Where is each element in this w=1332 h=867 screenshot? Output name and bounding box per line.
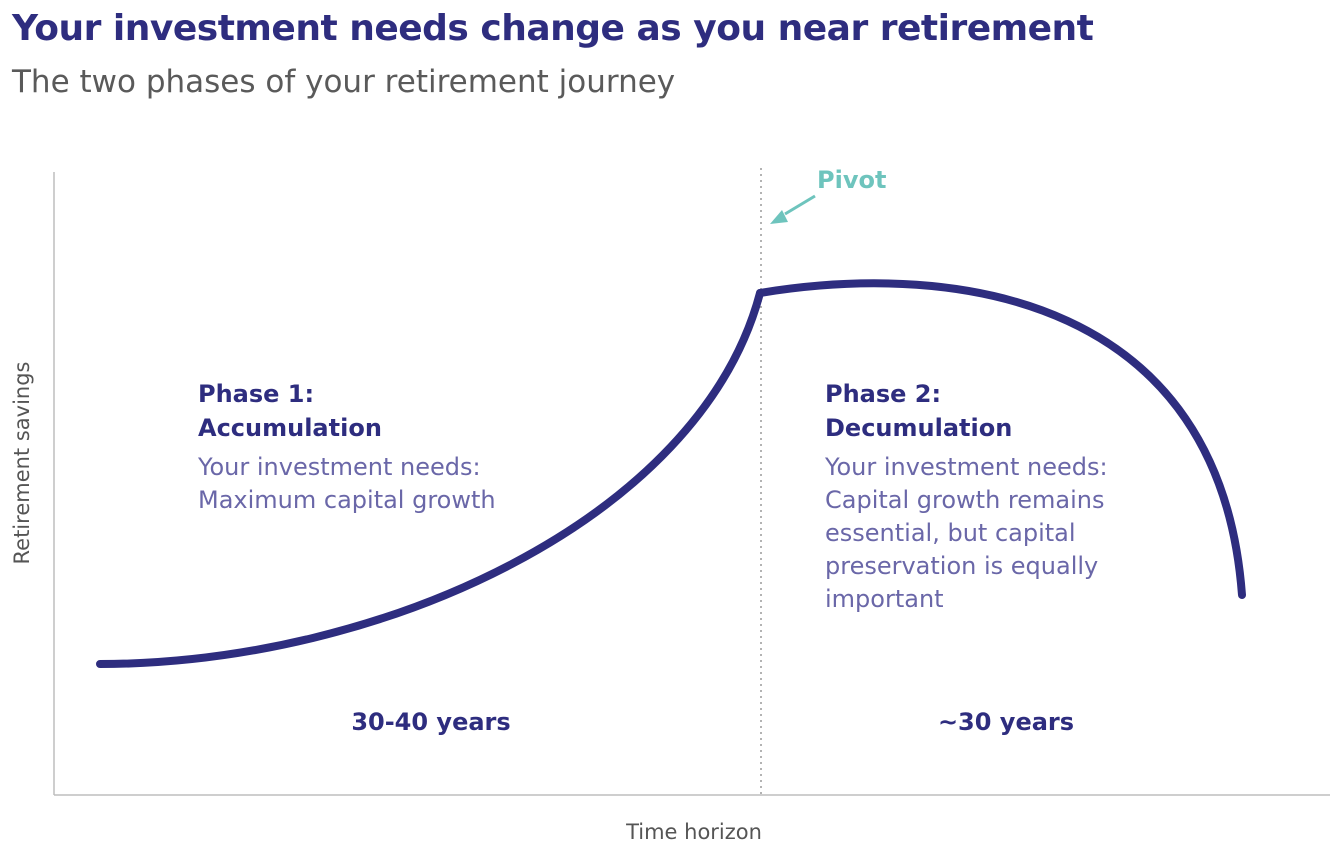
diagram-title: Your investment needs change as you near… <box>12 8 1094 49</box>
accumulation-curve <box>96 289 764 668</box>
phase-2-title-line2: Decumulation <box>825 414 1013 442</box>
phase-1-title-line1: Phase 1: <box>198 380 315 408</box>
pivot-arrow-line <box>784 194 816 216</box>
phase-1-desc-line: Maximum capital growth <box>198 486 496 514</box>
pivot-arrow-head <box>770 210 788 224</box>
phase-2-block: Phase 2: Decumulation Your investment ne… <box>825 377 1108 616</box>
phase-1-duration: 30-40 years <box>351 708 511 736</box>
phase-2-duration: ~30 years <box>937 708 1075 736</box>
decumulation-curve <box>756 279 1246 599</box>
phase-2-desc-line: important <box>825 585 944 613</box>
phase-1-desc-line: Your investment needs: <box>198 453 481 481</box>
y-axis-label: Retirement savings <box>10 361 34 565</box>
phase-2-desc-line: preservation is equally <box>825 552 1099 580</box>
phase-2-desc-line: Your investment needs: <box>825 453 1108 481</box>
diagram-subtitle: The two phases of your retirement journe… <box>12 64 676 100</box>
phase-2-title-line1: Phase 2: <box>825 380 942 408</box>
pivot-label: Pivot <box>817 166 887 194</box>
x-axis-label: Time horizon <box>626 820 762 844</box>
phase-1-title-line2: Accumulation <box>198 414 382 442</box>
phase-1-block: Phase 1: Accumulation Your investment ne… <box>198 377 496 517</box>
phase-2-desc-line: essential, but capital <box>825 519 1076 547</box>
phase-2-desc-line: Capital growth remains <box>825 486 1105 514</box>
